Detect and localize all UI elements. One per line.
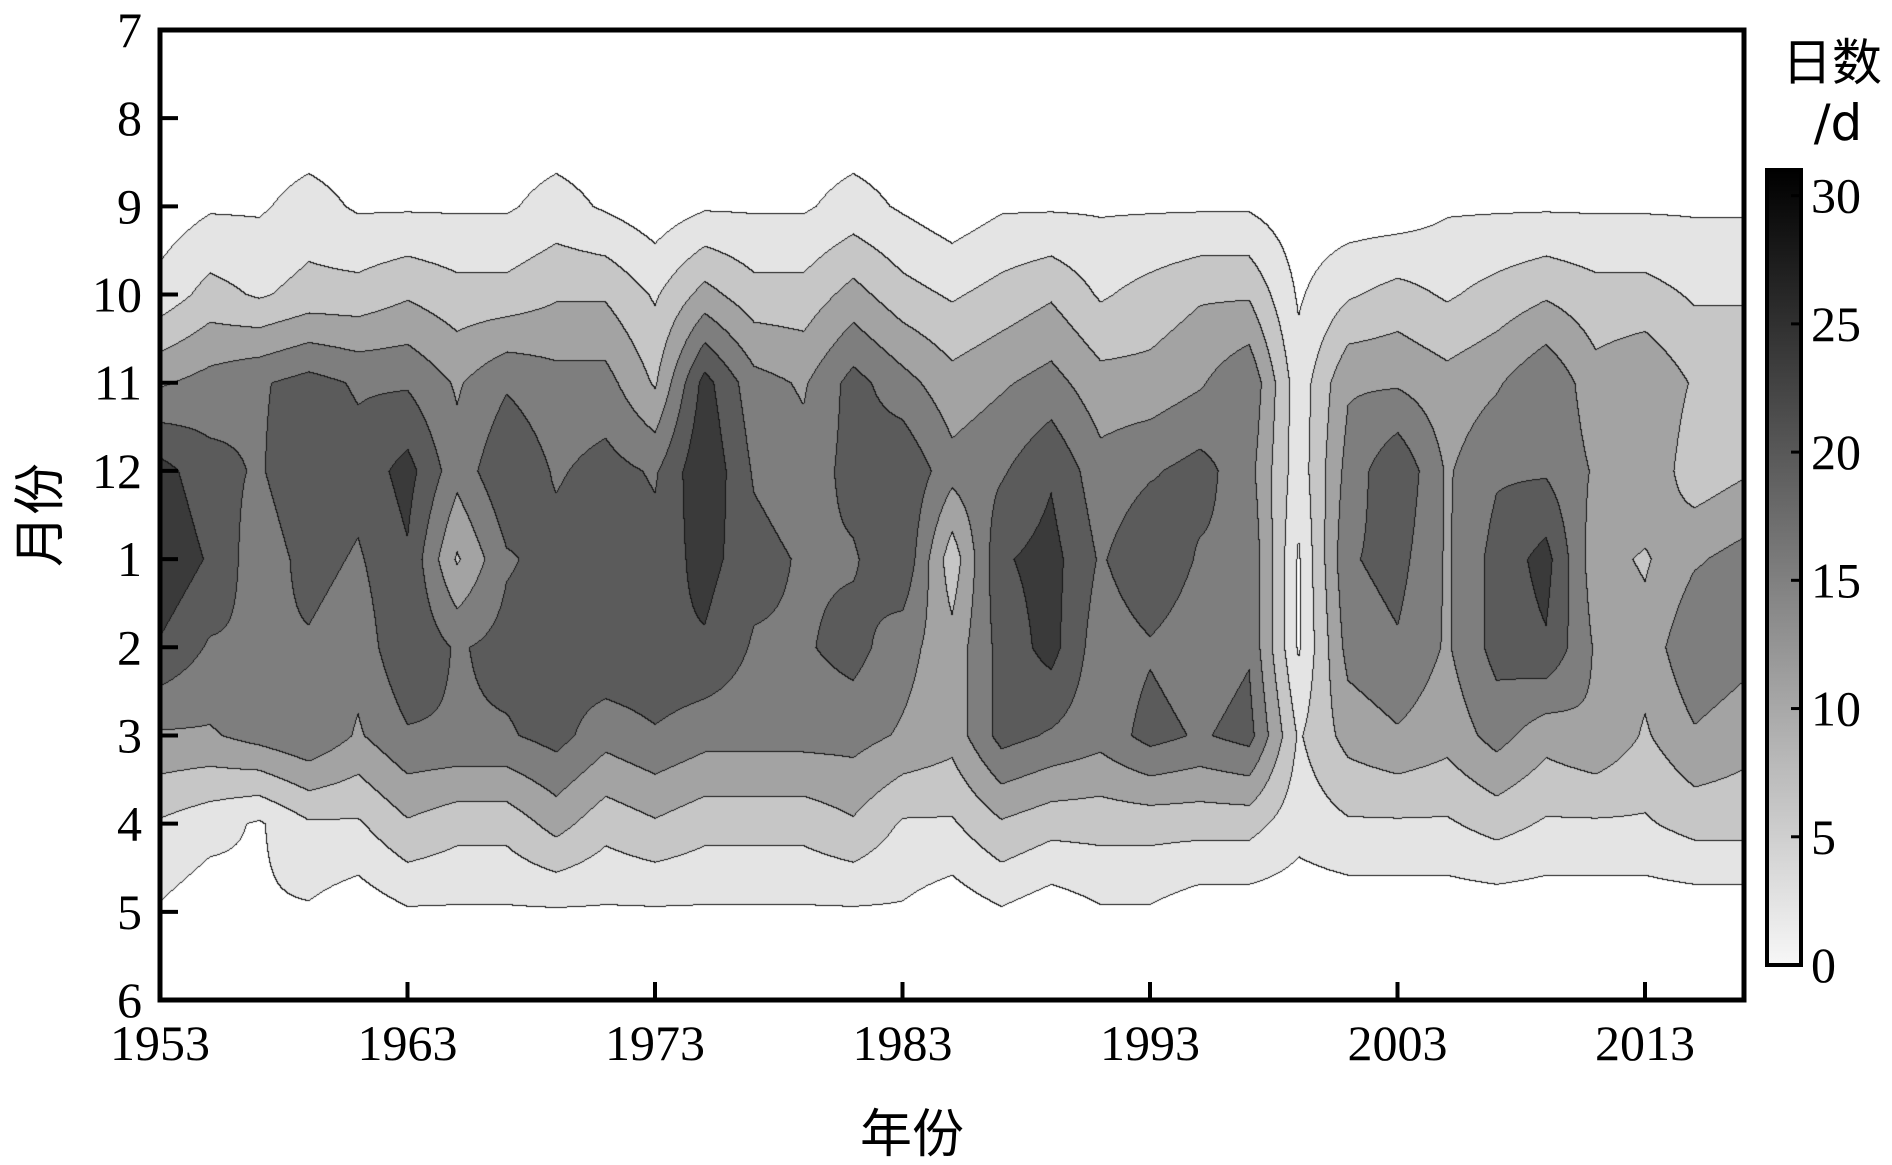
y-tick-label: 8	[117, 90, 142, 146]
contour-field	[160, 30, 1744, 1000]
colorbar-tick-label: 25	[1811, 296, 1861, 352]
x-tick-label: 2013	[1595, 1015, 1695, 1071]
y-tick-label: 2	[117, 619, 142, 675]
x-tick-label: 1983	[853, 1015, 953, 1071]
y-tick-label: 7	[117, 2, 142, 58]
colorbar-tick-label: 15	[1811, 552, 1861, 608]
y-tick-label: 12	[92, 443, 142, 499]
x-tick-label: 1963	[358, 1015, 458, 1071]
x-axis-title: 年份	[860, 1105, 964, 1165]
colorbar-title-line1: 日数	[1782, 34, 1882, 92]
y-tick-label: 10	[92, 267, 142, 323]
plot-frame	[157, 27, 1747, 1003]
x-tick-label: 2003	[1348, 1015, 1448, 1071]
x-axis: 1953 1963 1973 1983 1993 2003 2013	[110, 982, 1695, 1071]
colorbar-tick-label: 30	[1811, 168, 1861, 224]
y-tick-label: 5	[117, 884, 142, 940]
x-tick-label: 1953	[110, 1015, 210, 1071]
y-tick-label: 1	[117, 531, 142, 587]
x-tick-label: 1973	[605, 1015, 705, 1071]
colorbar-title-line2: /d	[1814, 94, 1863, 152]
y-tick-label: 6	[117, 972, 142, 1028]
colorbar-gradient	[1765, 168, 1803, 967]
y-tick-label: 3	[117, 707, 142, 763]
y-tick-label: 4	[117, 796, 142, 852]
y-tick-label: 11	[94, 355, 142, 411]
colorbar-ticks: 0 5 10 15 20 25 30	[1791, 168, 1861, 993]
colorbar: 日数 /d 0 5 10 15 20 25 30	[1765, 34, 1882, 993]
colorbar-tick-label: 20	[1811, 424, 1861, 480]
colorbar-tick-label: 0	[1811, 937, 1836, 993]
colorbar-tick-label: 5	[1811, 809, 1836, 865]
y-tick-label: 9	[117, 178, 142, 234]
y-axis-title: 月份	[11, 463, 71, 567]
x-tick-label: 1993	[1100, 1015, 1200, 1071]
colorbar-tick-label: 10	[1811, 681, 1861, 737]
